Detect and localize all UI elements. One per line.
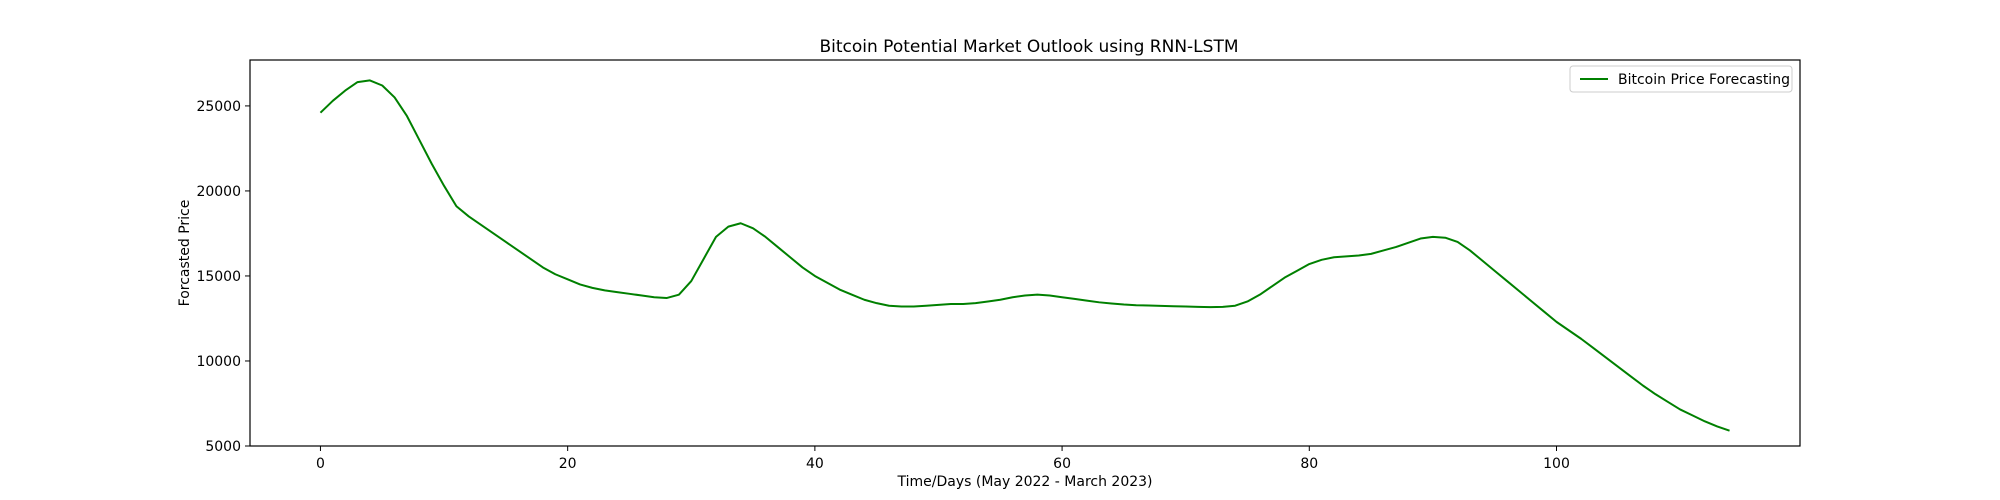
x-tick-label: 100 — [1543, 456, 1570, 472]
y-tick-label: 15000 — [196, 269, 241, 285]
legend: Bitcoin Price Forecasting — [1569, 65, 1793, 93]
legend-box — [1569, 65, 1793, 93]
x-tick-label: 60 — [1053, 456, 1071, 472]
y-axis-label: Forcasted Price — [177, 200, 193, 307]
plot-area-frame — [249, 59, 1801, 447]
x-axis-label: Time/Days (May 2022 - March 2023) — [896, 474, 1152, 490]
x-tick-label: 40 — [806, 456, 824, 472]
legend-entry-label: Bitcoin Price Forecasting — [1618, 72, 1790, 88]
y-tick-label: 20000 — [196, 184, 241, 200]
series-line-0 — [319, 79, 1730, 432]
chart-title: Bitcoin Potential Market Outlook using R… — [819, 37, 1238, 57]
series-layer — [319, 79, 1730, 432]
y-tick-label: 10000 — [196, 354, 241, 370]
x-tick-label: 0 — [316, 456, 325, 472]
y-tick-label: 25000 — [196, 99, 241, 115]
x-tick-label: 80 — [1300, 456, 1318, 472]
y-axis: 5000 10000 15000 20000 25000 — [196, 99, 250, 455]
y-tick-label: 5000 — [205, 439, 241, 455]
x-tick-label: 20 — [559, 456, 577, 472]
x-axis: 0 20 40 60 80 100 — [316, 446, 1570, 472]
